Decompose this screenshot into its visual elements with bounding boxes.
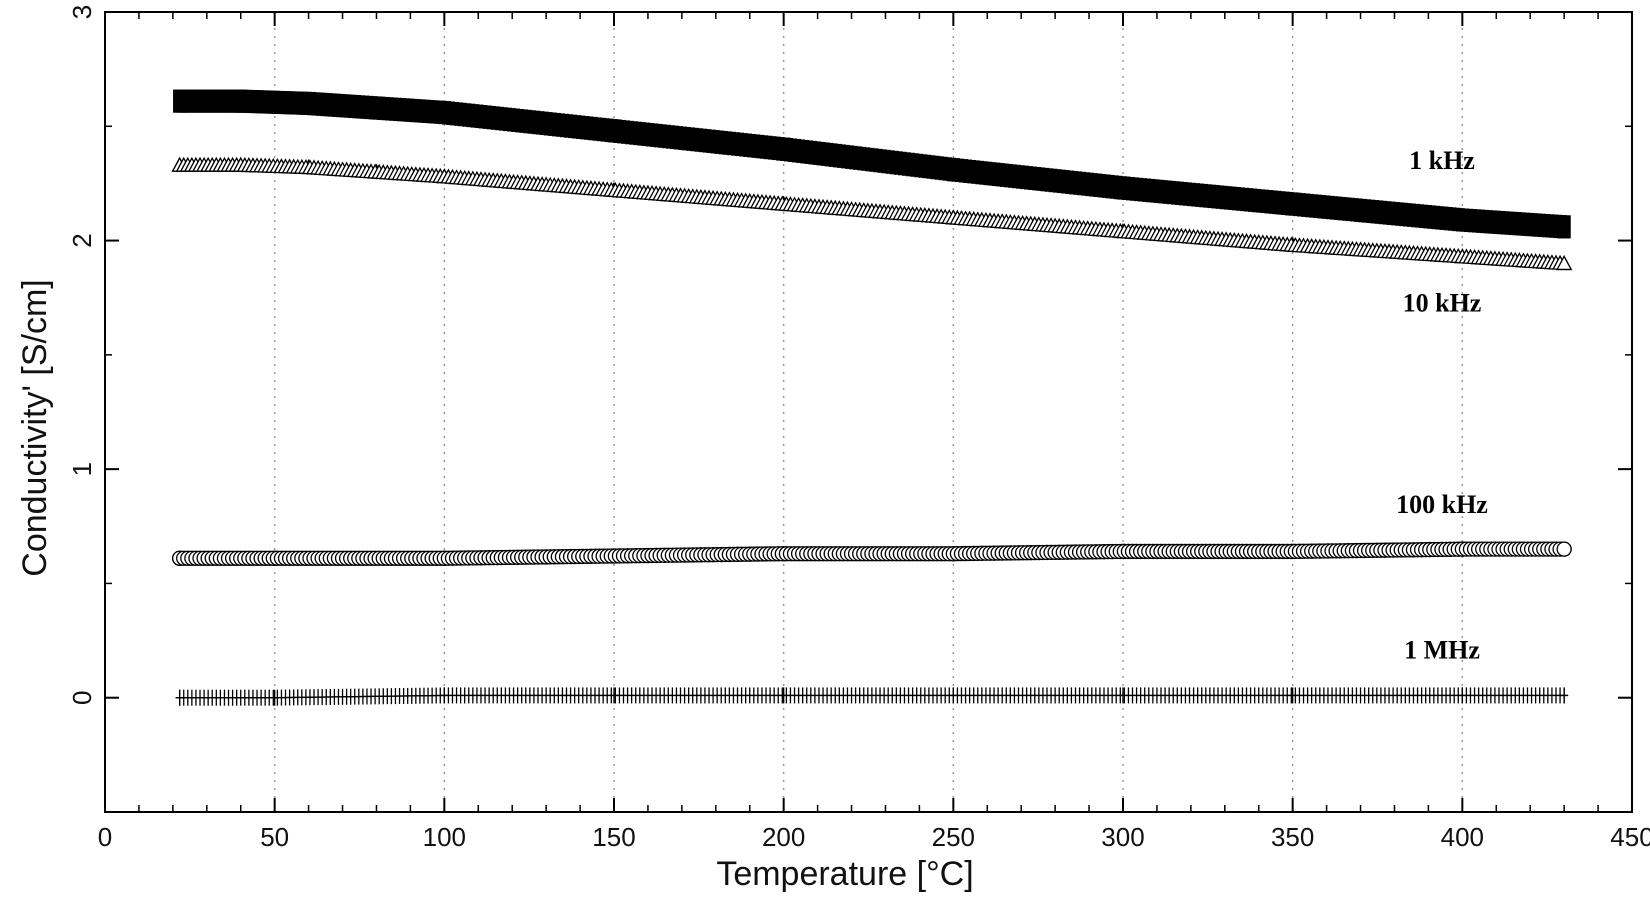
x-tick-label: 0: [98, 822, 112, 852]
series-label: 1 kHz: [1409, 146, 1475, 175]
trace-marker: [1556, 541, 1572, 557]
series-square: [173, 89, 1571, 239]
axis-ticks: 0 50 100 150 200 250 300 350 400 450 0 1 2 3: [67, 5, 1650, 852]
x-axis-title: Temperature [°C]: [716, 855, 973, 893]
x-tick-label: 100: [423, 822, 466, 852]
series-circle: [172, 541, 1572, 566]
series-layer: [171, 89, 1573, 706]
y-axis-title: Conductivity' [S/cm]: [16, 279, 54, 576]
trace-marker: [1557, 215, 1571, 239]
x-tick-label: 450: [1610, 822, 1650, 852]
plot-frame: [104, 11, 1633, 813]
y-tick-label: 0: [67, 690, 97, 704]
series-label: 10 kHz: [1403, 288, 1482, 317]
x-tick-label: 300: [1101, 822, 1144, 852]
x-tick-label: 200: [762, 822, 805, 852]
x-tick-label: 400: [1441, 822, 1484, 852]
series-labels: 1 kHz 10 kHz 100 kHz 1 MHz: [1396, 146, 1488, 665]
x-tick-label: 250: [932, 822, 975, 852]
y-tick-label: 3: [67, 5, 97, 19]
trace-marker: [1556, 255, 1573, 271]
y-tick-label: 2: [67, 233, 97, 247]
series-label: 1 MHz: [1404, 635, 1480, 664]
grid-lines: [273, 12, 1464, 812]
series-label: 100 kHz: [1396, 490, 1488, 519]
series-triangle: [171, 156, 1573, 271]
series-plus: [175, 687, 1569, 706]
y-tick-label: 1: [67, 462, 97, 476]
x-tick-label: 350: [1271, 822, 1314, 852]
x-tick-label: 150: [592, 822, 635, 852]
x-tick-label: 50: [260, 822, 289, 852]
